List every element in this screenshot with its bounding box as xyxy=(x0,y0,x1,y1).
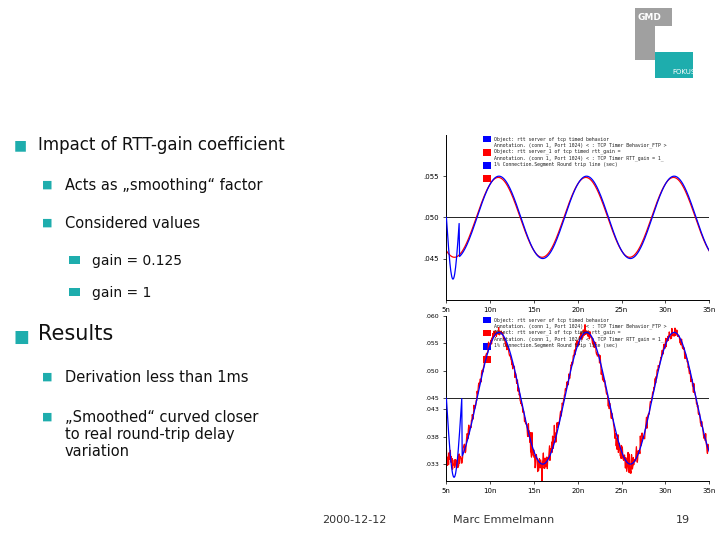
Bar xyxy=(483,162,491,169)
Text: ■: ■ xyxy=(42,180,53,190)
Bar xyxy=(483,136,491,143)
Text: ■: ■ xyxy=(14,328,29,346)
Text: gain = 0.125: gain = 0.125 xyxy=(91,254,181,268)
Text: Results: Results xyxy=(38,323,113,343)
Text: ■: ■ xyxy=(42,411,53,422)
Text: ■: ■ xyxy=(42,372,53,382)
Text: 2000-12-12: 2000-12-12 xyxy=(323,515,387,525)
Text: Marc Emmelmann: Marc Emmelmann xyxy=(454,515,554,525)
Text: Object: rtt server of tcp timed behavior
Annotation. (conn 1, Port 1024) < : TCP: Object: rtt server of tcp timed behavior… xyxy=(494,137,666,167)
Text: FOKUS: FOKUS xyxy=(672,69,696,75)
Text: RTT Measurement of TCP: RTT Measurement of TCP xyxy=(28,38,421,66)
Bar xyxy=(69,256,81,264)
Bar xyxy=(483,356,491,363)
Text: Considered values: Considered values xyxy=(65,216,200,231)
Text: GMD: GMD xyxy=(638,14,662,23)
Bar xyxy=(483,343,491,350)
Bar xyxy=(483,176,491,182)
Text: Impact of RTT-gain coefficient: Impact of RTT-gain coefficient xyxy=(38,136,284,154)
Bar xyxy=(483,149,491,156)
Text: „Smoothed“ curved closer
to real round-trip delay
variation: „Smoothed“ curved closer to real round-t… xyxy=(65,409,258,460)
Text: 19: 19 xyxy=(675,515,690,525)
Bar xyxy=(655,52,693,78)
Text: ■: ■ xyxy=(42,218,53,228)
Bar xyxy=(634,8,672,60)
Bar xyxy=(483,330,491,336)
Text: Acts as „smoothing“ factor: Acts as „smoothing“ factor xyxy=(65,178,262,193)
Bar xyxy=(483,317,491,323)
Text: Object: rtt server of tcp timed behavior
Annotation. (conn 1, Port 1024) < : TCP: Object: rtt server of tcp timed behavior… xyxy=(494,318,666,348)
Text: gain = 1: gain = 1 xyxy=(91,286,151,300)
Text: Derivation less than 1ms: Derivation less than 1ms xyxy=(65,369,248,384)
Bar xyxy=(69,288,81,296)
Text: ■: ■ xyxy=(14,138,27,152)
Bar xyxy=(655,26,693,78)
